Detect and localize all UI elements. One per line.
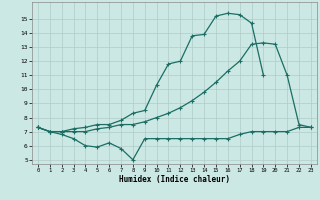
X-axis label: Humidex (Indice chaleur): Humidex (Indice chaleur) bbox=[119, 175, 230, 184]
